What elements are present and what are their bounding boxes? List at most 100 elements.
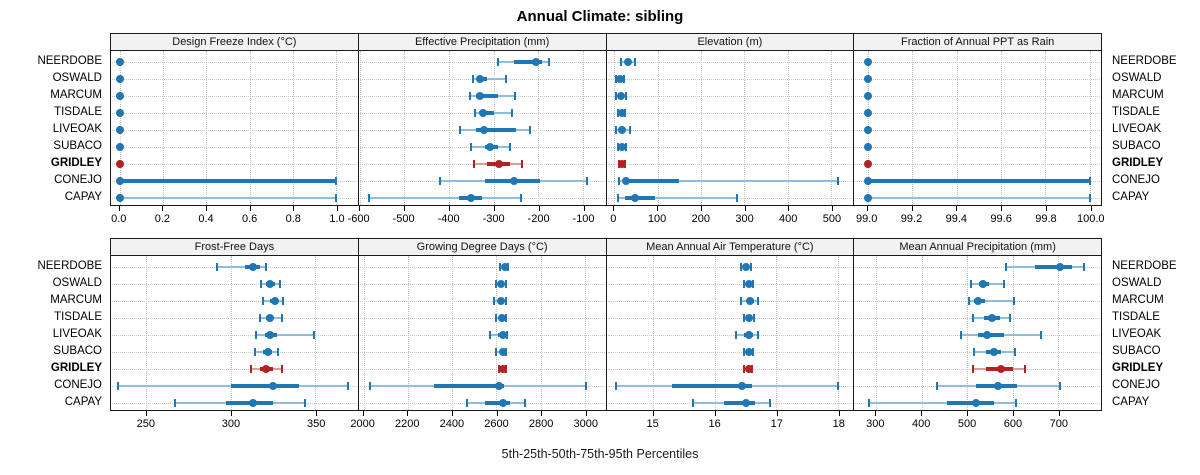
whisker-cap — [260, 280, 263, 288]
whisker-cap — [739, 297, 742, 305]
gridline-vertical — [956, 51, 958, 205]
axis-tick-label: 99.6 — [990, 213, 1012, 225]
axis-tick — [788, 206, 790, 211]
station-label-gridley: GRIDLEY — [50, 157, 102, 169]
station-label-area: NEERDOBE OSWALD MARCUM TISDALE LIVEOAK SUBACO… — [1102, 50, 1200, 204]
row-guide — [359, 335, 605, 336]
median-dot — [738, 382, 747, 390]
panel-plot-area — [605, 51, 855, 206]
axis-tick-label: 600 — [1003, 418, 1023, 430]
whisker-cap — [739, 263, 742, 271]
axis-tick-label: 700 — [1049, 418, 1069, 430]
whisker-cap — [495, 348, 498, 356]
row-guide — [607, 335, 853, 336]
whisker-cap — [369, 382, 372, 390]
median-dot — [622, 177, 631, 185]
whisker-cap — [756, 297, 759, 305]
median-dot — [993, 382, 1002, 390]
axis-tick-label: 15 — [646, 418, 659, 430]
panel-plot-area — [853, 51, 1102, 206]
station-labels-right: NEERDOBE OSWALD MARCUM TISDALE LIVEOAK SUBACO… — [1102, 238, 1200, 440]
whisker-cap — [253, 348, 256, 356]
station-label-conejo: CONEJO — [54, 174, 102, 186]
gridline-vertical — [876, 256, 878, 410]
whisker-cap — [750, 263, 753, 271]
whisker-cap — [619, 58, 622, 66]
panel-plot-area — [357, 51, 607, 206]
median-dot — [1056, 263, 1065, 271]
axis-tick-label: 17 — [770, 418, 783, 430]
station-label-liveoak: LIVEOAK — [1112, 123, 1162, 135]
axis-tick-label: 2200 — [395, 418, 420, 430]
median-dot — [467, 194, 476, 202]
panel-axis: -600 -500 -400 -300 -200 -100 — [348, 206, 607, 235]
whisker-cap — [547, 58, 550, 66]
whisker-line — [119, 197, 337, 199]
axis-tick — [866, 206, 868, 211]
median-dot — [617, 92, 626, 100]
whisker-cap — [615, 92, 618, 100]
median-dot — [497, 314, 506, 322]
row-guide — [607, 79, 853, 80]
axis-tick-label: 350 — [306, 418, 326, 430]
median-dot — [497, 280, 506, 288]
whisker-cap — [304, 399, 307, 407]
median-dot — [618, 143, 627, 151]
panel-mean-annual-precipitation-mm: Mean Annual Precipitation (mm) 300 400 500 6… — [853, 238, 1102, 440]
iqr-bar — [1035, 265, 1072, 269]
station-label-conejo: CONEJO — [1112, 379, 1160, 391]
panels-bottom: Frost-Free Days 250 300 350 Growing Degree D… — [110, 238, 1102, 440]
axis-tick-label: 200 — [691, 213, 710, 225]
station-label-liveoak: LIVEOAK — [1112, 328, 1162, 340]
axis-tick — [1058, 411, 1060, 416]
gridline-vertical — [249, 51, 251, 205]
whisker-cap — [250, 365, 253, 373]
median-dot — [741, 399, 750, 407]
iqr-bar — [946, 401, 995, 405]
axis-tick — [336, 206, 338, 211]
whisker-cap — [524, 399, 527, 407]
median-dot — [745, 314, 754, 322]
whisker-cap — [492, 297, 495, 305]
whisker-cap — [279, 280, 281, 288]
iqr-bar — [671, 384, 752, 388]
whisker-cap — [504, 75, 507, 83]
station-label-capay: CAPAY — [1112, 396, 1150, 408]
axis-tick — [293, 206, 295, 211]
station-label-area: NEERDOBE OSWALD MARCUM TISDALE LIVEOAK SUBACO… — [1102, 255, 1200, 409]
median-dot — [115, 194, 124, 202]
panel-axis: 250 300 350 — [110, 411, 359, 440]
whisker-cap — [629, 126, 632, 134]
axis-tick — [700, 206, 702, 211]
whisker-cap — [633, 58, 636, 66]
median-dot — [863, 160, 872, 168]
whisker-cap — [971, 314, 974, 322]
station-label-capay: CAPAY — [1112, 191, 1150, 203]
axis-tick-label: -100 — [572, 213, 595, 225]
whisker-cap — [367, 194, 370, 202]
whisker-cap — [505, 297, 508, 305]
row-guide — [607, 301, 853, 302]
panel-header: Design Freeze Index (°C) — [110, 33, 359, 51]
panel-plot-area — [605, 256, 855, 411]
row-guide — [359, 369, 605, 370]
row-guide — [112, 164, 357, 165]
panel-plot-area — [110, 256, 359, 411]
axis-tick-label: 0.4 — [198, 213, 214, 225]
whisker-cap — [751, 348, 754, 356]
whisker-cap — [277, 348, 280, 356]
whisker-cap — [262, 297, 265, 305]
gridline-vertical — [230, 256, 232, 410]
whisker-cap — [466, 399, 469, 407]
median-dot — [744, 280, 753, 288]
whisker-line — [968, 300, 1015, 302]
axis-tick-label: -500 — [392, 213, 415, 225]
whisker-cap — [615, 382, 618, 390]
median-dot — [744, 331, 753, 339]
iqr-bar — [867, 179, 1090, 183]
whisker-cap — [216, 263, 219, 271]
median-dot — [115, 75, 124, 83]
row-guide — [112, 335, 357, 336]
median-dot — [115, 126, 124, 134]
station-label-liveoak: LIVEOAK — [52, 123, 102, 135]
